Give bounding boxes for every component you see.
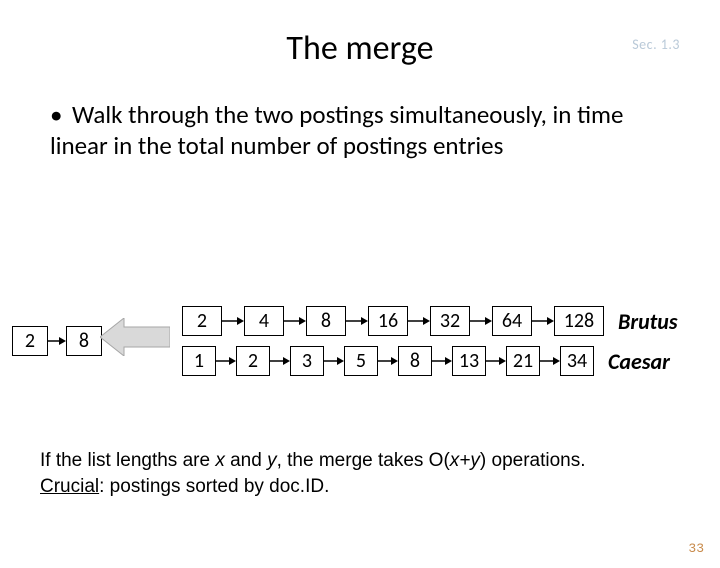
result-row: 2 8: [12, 324, 102, 358]
posting-cell: 8: [66, 326, 102, 356]
crucial-label: Crucial: [40, 476, 99, 497]
posting-cell: 13: [452, 346, 486, 376]
arrow-right-icon: [532, 315, 554, 327]
var-xy: x+y: [450, 450, 480, 471]
arrow-right-icon: [270, 355, 290, 367]
list-b-row: 1 2 3 5 8 13 21 34 Caesar: [182, 344, 670, 378]
posting-cell: 16: [368, 306, 408, 336]
posting-cell: 4: [244, 306, 284, 336]
footer-text: If the list lengths are x and y, the mer…: [40, 448, 680, 499]
bullet-block: •Walk through the two postings simultane…: [50, 99, 670, 162]
var-x: x: [215, 450, 225, 471]
arrow-right-icon: [216, 355, 236, 367]
big-left-arrow: [100, 318, 170, 356]
arrow-right-icon: [432, 355, 452, 367]
list-label: Brutus: [618, 308, 678, 335]
section-tag: Sec. 1.3: [632, 36, 680, 53]
list-a-row: 2 4 8 16 32 64 128 Brutus: [182, 304, 678, 338]
posting-cell: 128: [554, 306, 604, 336]
posting-cell: 21: [506, 346, 540, 376]
arrow-right-icon: [408, 315, 430, 327]
posting-cell: 8: [306, 306, 346, 336]
list-label: Caesar: [608, 348, 670, 375]
var-y: y: [267, 450, 277, 471]
footer-seg: : postings sorted by doc.ID.: [99, 476, 329, 497]
posting-cell: 34: [560, 346, 594, 376]
posting-cell: 2: [12, 326, 48, 356]
footer-seg: , the merge takes O(: [277, 450, 450, 471]
bullet-text: Walk through the two postings simultaneo…: [50, 99, 623, 161]
posting-cell: 8: [398, 346, 432, 376]
posting-cell: 64: [492, 306, 532, 336]
posting-cell: 5: [344, 346, 378, 376]
page-number: 33: [688, 541, 704, 556]
footer-seg: If the list lengths are: [40, 450, 215, 471]
arrow-right-icon: [470, 315, 492, 327]
bullet-dot: •: [50, 99, 72, 130]
arrow-right-icon: [222, 315, 244, 327]
page-title: The merge: [0, 28, 720, 69]
posting-cell: 1: [182, 346, 216, 376]
arrow-right-icon: [324, 355, 344, 367]
arrow-right-icon: [378, 355, 398, 367]
footer-seg: ) operations.: [480, 450, 586, 471]
posting-cell: 32: [430, 306, 470, 336]
posting-cell: 2: [182, 306, 222, 336]
arrow-right-icon: [486, 355, 506, 367]
posting-cell: 3: [290, 346, 324, 376]
footer-seg: and: [225, 450, 267, 471]
arrow-right-icon: [284, 315, 306, 327]
arrow-right-icon: [540, 355, 560, 367]
merge-diagram: 2 8 2 4 8 16 32 64 128 Brutus 1 2 3 5 8: [12, 296, 708, 386]
arrow-right-icon: [48, 335, 66, 347]
posting-cell: 2: [236, 346, 270, 376]
arrow-right-icon: [346, 315, 368, 327]
